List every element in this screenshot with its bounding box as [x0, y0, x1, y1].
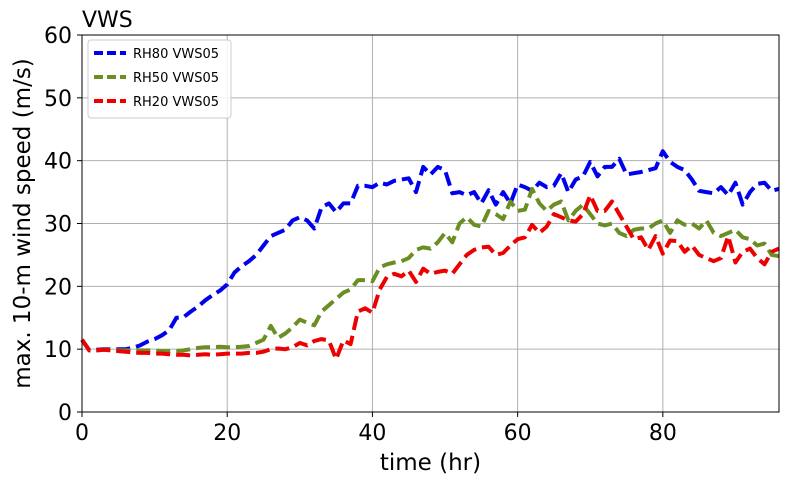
y-tick-label: 10 — [44, 338, 72, 363]
series-line-1 — [80, 149, 780, 353]
series-line-3 — [80, 193, 780, 362]
x-tick-label: 0 — [75, 421, 89, 446]
x-tick-label: 20 — [213, 421, 241, 446]
y-tick-label: 50 — [44, 87, 72, 112]
grid — [81, 34, 779, 413]
legend-label: RH20 VWS05 — [133, 95, 219, 110]
chart-title: VWS — [82, 8, 133, 33]
legend-box — [87, 39, 232, 119]
legend: RH80 VWS05 RH50 VWS05 RH20 VWS05 — [87, 39, 232, 119]
y-tick-label: 40 — [44, 150, 72, 175]
y-tick-label: 20 — [44, 275, 72, 300]
x-tick-label: 60 — [504, 421, 532, 446]
x-tick-label: 40 — [358, 421, 386, 446]
series-group — [80, 149, 780, 362]
ticks-group: 0 20 40 60 80 0 10 20 30 40 50 60 — [44, 24, 677, 446]
y-tick-label: 30 — [44, 213, 72, 238]
x-axis-label: time (hr) — [380, 450, 481, 476]
legend-label: RH50 VWS05 — [133, 71, 219, 86]
y-tick-label: 0 — [58, 401, 72, 426]
y-axis-label: max. 10-m wind speed (m/s) — [10, 58, 36, 389]
legend-label: RH80 VWS05 — [133, 47, 219, 62]
series-line-2 — [80, 186, 780, 354]
x-tick-label: 80 — [649, 421, 677, 446]
y-tick-label: 60 — [44, 24, 72, 49]
